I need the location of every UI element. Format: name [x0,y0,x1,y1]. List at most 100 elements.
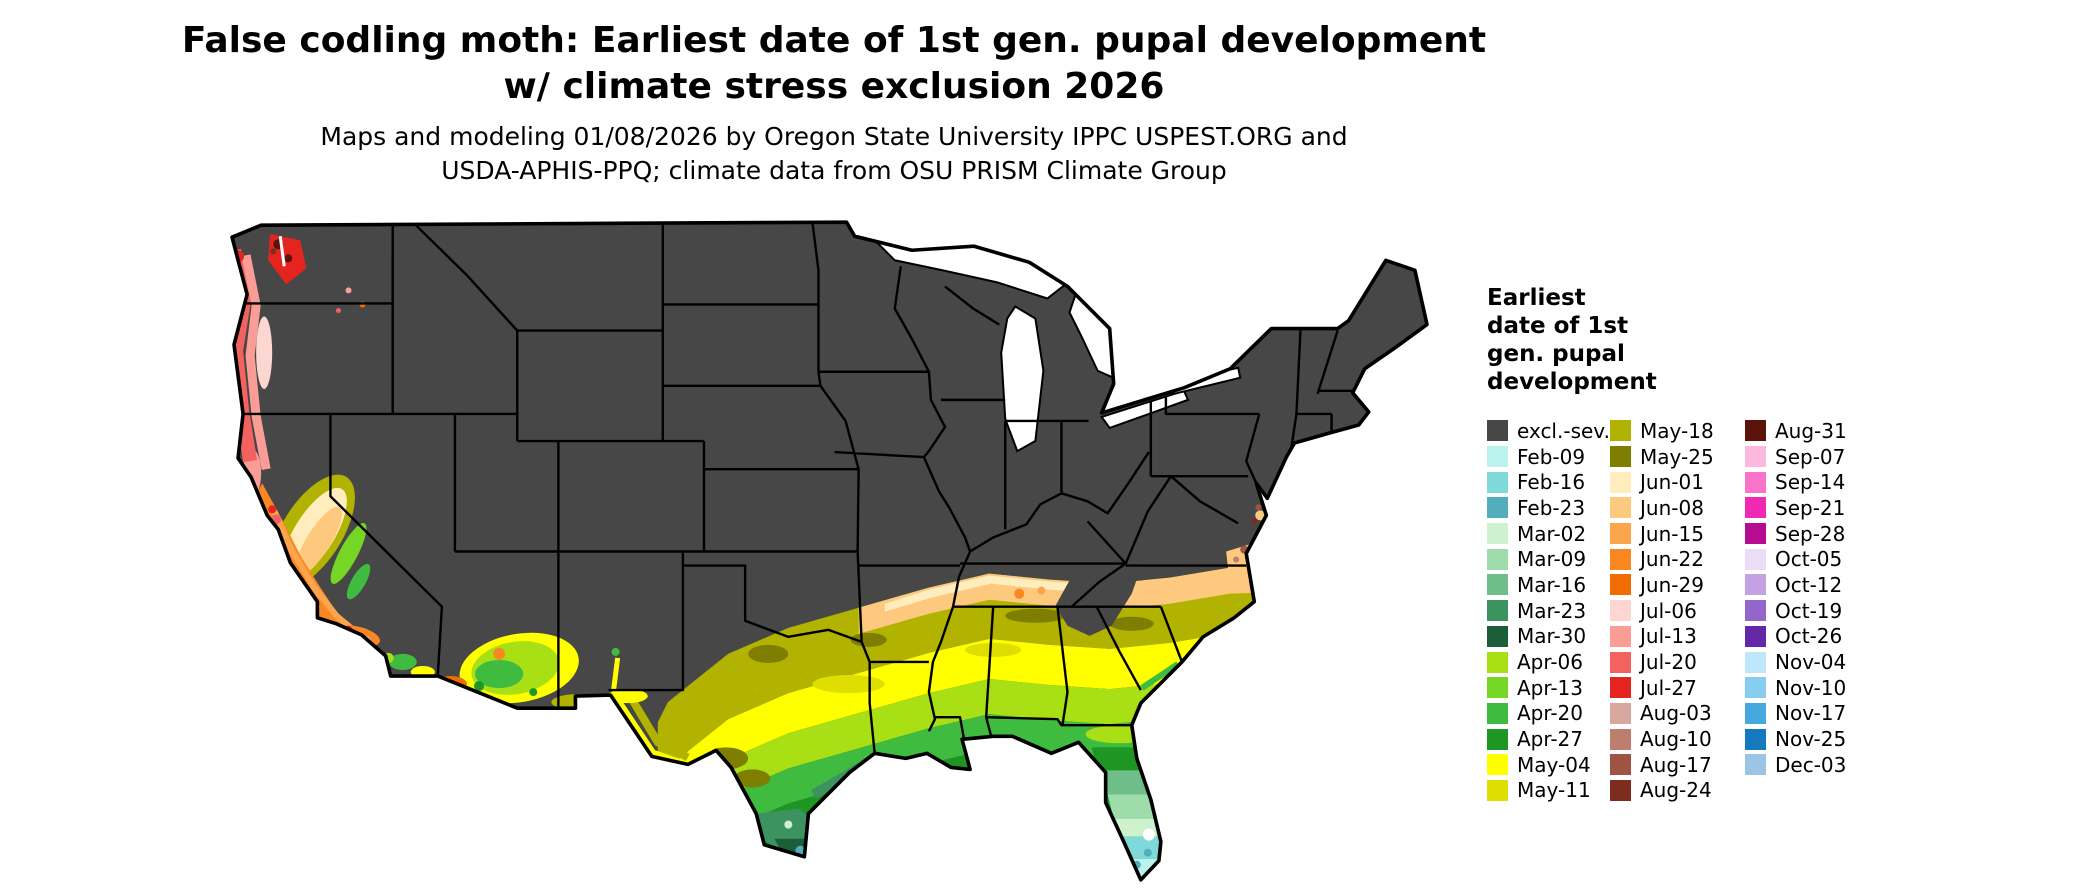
state-borders-layer [240,222,1353,754]
legend-entry: excl.-sev. [1487,418,1610,444]
legend-entry-label: Aug-24 [1640,778,1712,803]
legend-entry: Nov-17 [1745,701,1875,727]
map-container [226,220,1431,883]
region-fl-north [1085,725,1154,744]
legend-entry-label: Oct-26 [1775,624,1843,649]
legend-entry: Mar-09 [1487,546,1610,572]
patch-stx-may25-b [734,769,771,788]
legend-entry-label: Nov-10 [1775,675,1847,700]
legend-entry: May-04 [1487,752,1610,778]
legend-entry: Feb-09 [1487,444,1610,470]
region-band-apr06 [657,670,1291,863]
legend-entry: Oct-05 [1745,546,1875,572]
patch-may25-al [1005,608,1066,623]
subtitle: Maps and modeling 01/08/2026 by Oregon S… [0,120,1668,188]
patch-az-apr27-b [529,688,538,697]
legend-column: May-18 May-25 Jun-01 Jun-08 Jun-15 Jun-22 Jun-… [1610,418,1745,803]
legend-entry-label: Feb-23 [1517,495,1586,520]
legend-entry: Aug-17 [1610,752,1745,778]
legend-swatch [1487,471,1508,493]
legend-swatch [1745,420,1766,442]
patch-may25-ntx [748,644,789,663]
legend-swatch [1487,548,1508,570]
legend-entry: Feb-16 [1487,469,1610,495]
legend-column: Aug-31 Sep-07 Sep-14 Sep-21 Sep-28 Oct-05 Oct-… [1745,418,1875,803]
legend-swatch [1610,446,1631,468]
legend-title-line2: date of 1st [1487,313,1629,339]
patch-columbia-c [335,307,341,314]
patch-socal-green [388,653,417,670]
legend-title: Earliest date of 1st gen. pupal developm… [1487,284,1887,396]
region-appalachia-excluded [1055,545,1144,636]
legend-entry-label: Oct-05 [1775,547,1843,572]
legend-entry: Jul-06 [1610,598,1745,624]
region-ca-foothills2 [346,563,371,600]
region-az-apr20 [475,659,524,689]
legend-entry: Apr-20 [1487,701,1610,727]
legend-entry: Mar-02 [1487,521,1610,547]
legend-entry: May-25 [1610,444,1745,470]
legend-swatch [1610,728,1631,750]
patch-az-phoenix [493,647,506,660]
legend-swatch [1745,446,1766,468]
legend-swatch [1487,728,1508,750]
legend-entry-label: Nov-04 [1775,650,1847,675]
us-map [230,220,1429,882]
patch-fl-feb23-b [1143,848,1152,857]
legend-entry: Mar-30 [1487,624,1610,650]
legend-entry-label: Aug-03 [1640,701,1712,726]
legend-entry-label: Feb-09 [1517,444,1586,469]
legend-swatch [1610,625,1631,647]
patch-nm-apr20 [611,647,620,656]
legend-entry: Sep-21 [1745,495,1875,521]
patch-aug10-vacoast [1233,556,1240,563]
legend-swatch [1487,497,1508,519]
legend-entry-label: Jun-15 [1640,521,1704,546]
subtitle-line2: USDA-APHIS-PPQ; climate data from OSU PR… [441,156,1227,185]
legend-swatch [1610,471,1631,493]
legend-swatch [1745,702,1766,724]
legend-entry-label: Mar-23 [1517,598,1587,623]
legend-entry-label: Aug-10 [1640,727,1712,752]
legend-entry: Nov-25 [1745,726,1875,752]
patch-nm-may04 [607,689,648,704]
legend-entry-label: Apr-06 [1517,650,1583,675]
legend-entry: Oct-19 [1745,598,1875,624]
legend-swatch [1610,574,1631,596]
legend-entry: Jul-13 [1610,624,1745,650]
patch-aug17-delmarva [1255,504,1262,511]
legend-title-line4: development [1487,369,1657,395]
legend-swatch [1487,625,1508,647]
puget-sound-water [278,235,286,267]
legend-entry-label: Mar-30 [1517,624,1587,649]
legend-swatch [1610,702,1631,724]
legend-entry: May-11 [1487,778,1610,804]
region-ca-valley-tan [294,506,342,577]
legend-title-line1: Earliest [1487,285,1586,311]
page-title-line2: w/ climate stress exclusion 2026 [503,66,1165,107]
legend-entry: Sep-14 [1745,469,1875,495]
legend-entry: Dec-03 [1745,752,1875,778]
region-pnw-coast-jul13 [241,254,271,470]
region-riogrande-nm [611,657,621,691]
legend-entry-label: May-11 [1517,778,1591,803]
legend-swatch [1487,523,1508,545]
legend-swatch [1745,728,1766,750]
legend-entry-label: Apr-20 [1517,701,1583,726]
patch-ca-sfbay2 [268,505,277,514]
legend-swatch [1487,420,1508,442]
legend-entry: Sep-28 [1745,521,1875,547]
legend-swatch [1487,702,1508,724]
patch-columbia-a [345,287,352,294]
legend-entry-label: Aug-17 [1640,752,1712,777]
legend-entry-label: Dec-03 [1775,752,1847,777]
legend-entry: Aug-24 [1610,778,1745,804]
legend-entry: Apr-27 [1487,726,1610,752]
patch-puget-maroon-b [284,254,293,263]
patch-jun08-delmarva [1255,510,1266,521]
patch-aug24-chesapeake [1251,518,1258,525]
lake-michigan [1000,305,1045,453]
legend-entry-label: Sep-07 [1775,444,1846,469]
patch-may11-tx [812,675,885,694]
legend-entry-label: Oct-12 [1775,572,1843,597]
